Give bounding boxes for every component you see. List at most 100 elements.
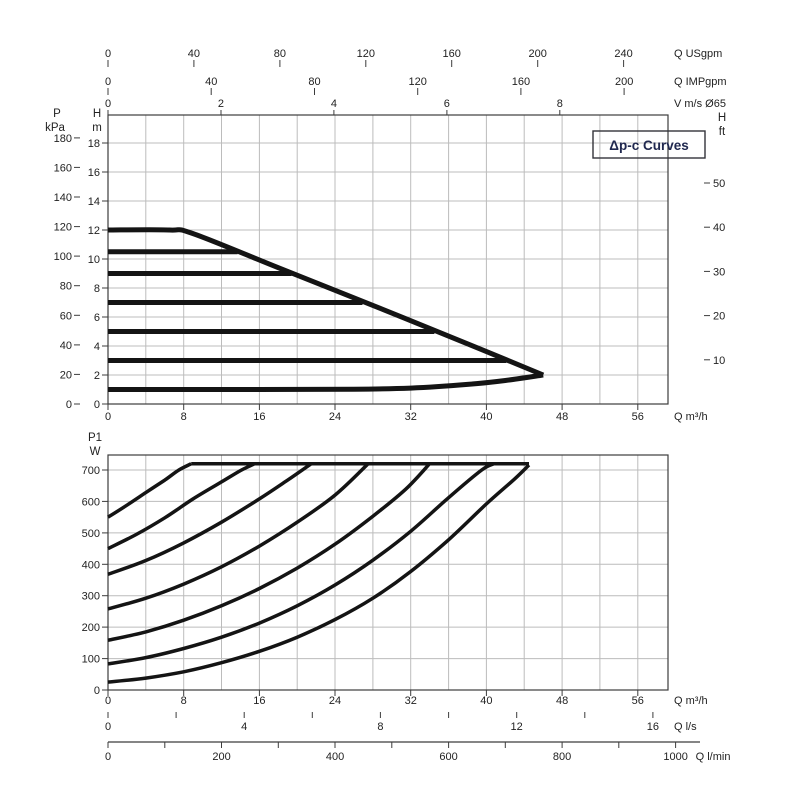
head-m-tick-label: 10 xyxy=(88,254,100,266)
x-tick-label: 48 xyxy=(556,695,568,707)
flow-tick-label: 160 xyxy=(512,76,530,88)
power-tick-label: 400 xyxy=(82,559,100,571)
top-flow-axis-2: 0 2 4 6 8 V m/s Ø65 xyxy=(105,98,726,115)
svg-g xyxy=(107,712,654,718)
x-tick-label: 32 xyxy=(405,411,417,423)
power-curve-2 xyxy=(107,462,256,551)
flow-tick-label: 240 xyxy=(614,48,632,60)
lmin-tick-label: 600 xyxy=(439,751,457,763)
ft-tick-label: 30 xyxy=(713,266,725,278)
ls-tick-label: 12 xyxy=(511,721,523,733)
x-axis-unit-label: Q m³/h xyxy=(674,411,708,423)
head-m-tick-label: 6 xyxy=(94,312,100,324)
ft-tick-label: 40 xyxy=(713,222,725,234)
flow-tick-label: 80 xyxy=(274,48,286,60)
head-ft-unit-label-h: H xyxy=(718,112,726,124)
lmin-tick-label: 200 xyxy=(212,751,230,763)
head-m-tick-label: 8 xyxy=(94,283,100,295)
flow-axis-unit-label: Q IMPgpm xyxy=(674,76,727,88)
ft-tick-label: 10 xyxy=(713,355,725,367)
plot-frame-bottom xyxy=(107,454,669,691)
power-w-axis: 0 100 200 300 400 500 600 700 xyxy=(82,465,108,697)
ls-tick-label: 16 xyxy=(647,721,659,733)
head-curves xyxy=(107,227,545,393)
flow-ls-axis: 0 4 8 12 16 Q l/s xyxy=(105,712,697,733)
kpa-tick-label: 180 xyxy=(54,133,72,145)
head-m-tick-label: 0 xyxy=(94,399,100,411)
svg-g xyxy=(102,469,108,691)
head-m-tick-label: 4 xyxy=(94,341,100,353)
flow-tick-label: 80 xyxy=(308,76,320,88)
x-tick-label: 0 xyxy=(105,695,111,707)
top-flow-axis-1: 0 40 80 120 160 200 Q IMPgpm xyxy=(105,76,727,95)
top-chart-x-axis: 0 8 16 24 32 40 48 56 Q m³/h xyxy=(105,404,708,423)
bottom-chart-x-axis: 0 8 16 24 32 40 48 56 Q m³/h xyxy=(105,690,708,707)
dp-c-annotation-label: Δp-c Curves xyxy=(609,138,688,153)
head-ft-axis: 10 20 30 40 50 xyxy=(704,178,725,367)
flow-tick-label: 8 xyxy=(557,98,563,110)
flow-tick-label: 0 xyxy=(105,98,111,110)
lmin-tick-label: 400 xyxy=(326,751,344,763)
pressure-unit-label-p: P xyxy=(53,108,61,120)
ft-tick-label: 20 xyxy=(713,311,725,323)
kpa-tick-label: 100 xyxy=(54,251,72,263)
flow-axis-unit-label: V m/s Ø65 xyxy=(674,98,726,110)
top-flow-axis-0: 0 40 80 120 160 200 240 Q USgpm xyxy=(105,48,722,67)
x-tick-label: 24 xyxy=(329,411,341,423)
head-ft-unit-label-ft: ft xyxy=(719,126,726,138)
lmin-tick-label: 800 xyxy=(553,751,571,763)
power-tick-label: 600 xyxy=(82,496,100,508)
svg-g xyxy=(107,742,677,748)
ls-tick-label: 8 xyxy=(377,721,383,733)
flow-tick-label: 4 xyxy=(331,98,337,110)
flow-tick-label: 120 xyxy=(409,76,427,88)
x-tick-label: 8 xyxy=(181,411,187,423)
flow-tick-label: 40 xyxy=(205,76,217,88)
flow-tick-label: 6 xyxy=(444,98,450,110)
svg-g xyxy=(107,60,625,67)
svg-g xyxy=(107,88,625,95)
head-m-tick-label: 2 xyxy=(94,370,100,382)
x-tick-label: 56 xyxy=(632,411,644,423)
x-tick-label: 56 xyxy=(632,695,644,707)
svg-g xyxy=(107,110,561,115)
power-unit-label-p1: P1 xyxy=(88,432,102,444)
flow-tick-label: 200 xyxy=(615,76,633,88)
svg-g xyxy=(107,404,639,410)
kpa-tick-label: 160 xyxy=(54,162,72,174)
kpa-tick-label: 20 xyxy=(60,369,72,381)
kpa-tick-label: 0 xyxy=(66,399,72,411)
chart-render-root: 0 8 16 24 32 40 48 56 Q m³/h02468101214161802040… xyxy=(54,48,731,763)
pressure-unit-label-kpa: kPa xyxy=(45,122,65,134)
dp-c-annotation-box xyxy=(592,130,706,159)
power-tick-label: 0 xyxy=(94,685,100,697)
lmin-tick-label: 1000 xyxy=(663,751,687,763)
flow-tick-label: 200 xyxy=(528,48,546,60)
svg-g xyxy=(74,137,80,405)
svg-g xyxy=(704,182,710,361)
x-tick-label: 48 xyxy=(556,411,568,423)
power-tick-label: 700 xyxy=(82,465,100,477)
power-curve-3 xyxy=(107,462,313,576)
ls-axis-unit-label: Q l/s xyxy=(674,721,697,733)
power-tick-label: 500 xyxy=(82,528,100,540)
dp-c-annotation: Δp-c Curves xyxy=(592,130,706,159)
svg-g xyxy=(107,690,639,696)
ls-tick-label: 0 xyxy=(105,721,111,733)
head-m-unit-label-h: H xyxy=(93,108,101,120)
x-tick-label: 0 xyxy=(105,411,111,423)
flow-lmin-axis: 0 200 400 600 800 1000 Q l/min xyxy=(105,741,730,763)
x-tick-label: 40 xyxy=(480,695,492,707)
head-m-unit-label-m: m xyxy=(92,122,102,134)
flow-tick-label: 0 xyxy=(105,48,111,60)
grid-top xyxy=(108,115,668,404)
x-tick-label: 24 xyxy=(329,695,341,707)
kpa-tick-label: 80 xyxy=(60,281,72,293)
axis-unit-labels: P kPa H m H ft P1 W xyxy=(45,108,726,458)
power-curve-7 xyxy=(107,463,531,684)
svg-g xyxy=(102,142,108,405)
x-axis-unit-label: Q m³/h xyxy=(674,695,708,707)
x-tick-label: 16 xyxy=(253,411,265,423)
